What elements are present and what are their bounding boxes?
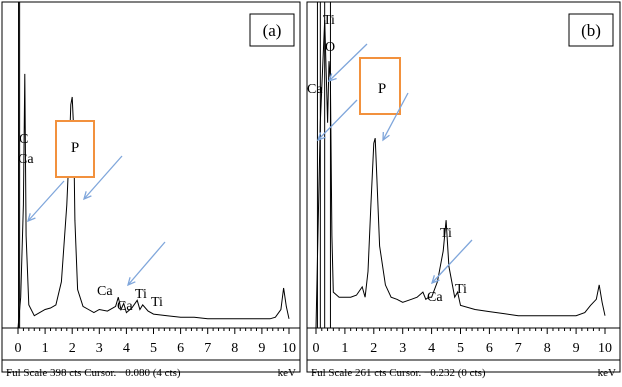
element-label: O	[325, 40, 335, 55]
x-tick-label: 2	[370, 341, 377, 356]
x-tick-label: 6	[177, 341, 184, 356]
x-tick-label: 7	[515, 341, 522, 356]
element-label: Ti	[151, 295, 163, 310]
pointer-arrow	[83, 155, 123, 200]
element-label: Ca	[18, 152, 34, 167]
x-tick-label: 7	[204, 341, 211, 356]
x-tick-label: 5	[457, 341, 464, 356]
x-tick-label: 8	[544, 341, 551, 356]
x-tick-label: 1	[42, 341, 49, 356]
x-tick-label: 4	[428, 341, 435, 356]
x-tick-label: 5	[150, 341, 157, 356]
spectrum-trace	[315, 19, 606, 329]
panel-label-box	[568, 13, 614, 47]
element-label: C	[19, 132, 28, 147]
pointer-arrow	[127, 241, 166, 286]
x-tick-label: 1	[341, 341, 348, 356]
pointer-arrow	[382, 92, 409, 141]
element-label: Ca	[427, 290, 443, 305]
element-label: Ti	[135, 287, 147, 302]
x-axis-unit-label: keV	[598, 367, 616, 379]
element-label: Ca	[117, 299, 133, 314]
phosphorus-highlight-box	[55, 120, 95, 178]
element-label: Ti	[455, 282, 467, 297]
x-tick-label: 0	[313, 341, 320, 356]
pointer-arrow-head	[430, 275, 440, 285]
footer-scale-readout: Ful Scale 398 cts Cursor. −0.080 (4 cts)	[6, 367, 181, 379]
pointer-arrow	[431, 239, 473, 284]
pointer-arrow	[317, 99, 358, 141]
x-tick-label: 3	[399, 341, 406, 356]
phosphorus-label: P	[71, 140, 79, 156]
spectrum-panel-2: 0 1 2 3 4 5 6 7 8 9 10 (b) P Ti O Ca Ti Ca Ti Ful Scale 261…	[306, 1, 621, 379]
x-tick-label: 2	[69, 341, 76, 356]
element-label: Ca	[307, 82, 323, 97]
pointer-arrow-head	[27, 213, 36, 223]
panel-label: (a)	[263, 21, 282, 40]
x-tick-label: 4	[123, 341, 130, 356]
x-tick-label: 10	[598, 341, 612, 356]
x-tick-label: 0	[15, 341, 22, 356]
pointer-arrow-head	[127, 277, 136, 287]
pointer-arrow	[328, 43, 368, 82]
element-label: Ti	[440, 226, 452, 241]
element-label: Ti	[323, 13, 335, 28]
pointer-arrow	[27, 180, 65, 222]
x-axis-unit-label: keV	[278, 367, 296, 379]
pointer-arrow-head	[382, 131, 390, 142]
panel-label-box	[249, 13, 295, 47]
x-tick-label: 6	[486, 341, 493, 356]
pointer-arrow-head	[327, 73, 337, 83]
x-tick-label: 10	[282, 341, 296, 356]
pointer-arrow-head	[83, 191, 92, 201]
phosphorus-label: P	[378, 81, 386, 97]
phosphorus-highlight-box	[359, 57, 401, 115]
panel-frame	[1, 1, 301, 373]
x-tick-label: 9	[573, 341, 580, 356]
panel-label: (b)	[581, 21, 601, 40]
footer-scale-readout: Ful Scale 261 cts Cursor. −0.232 (0 cts)	[311, 367, 486, 379]
element-label: Ca	[97, 284, 113, 299]
spectrum-trace	[17, 73, 290, 329]
x-tick-label: 8	[231, 341, 238, 356]
pointer-arrow-head	[316, 132, 326, 142]
x-tick-label: 9	[258, 341, 265, 356]
x-tick-label: 3	[96, 341, 103, 356]
